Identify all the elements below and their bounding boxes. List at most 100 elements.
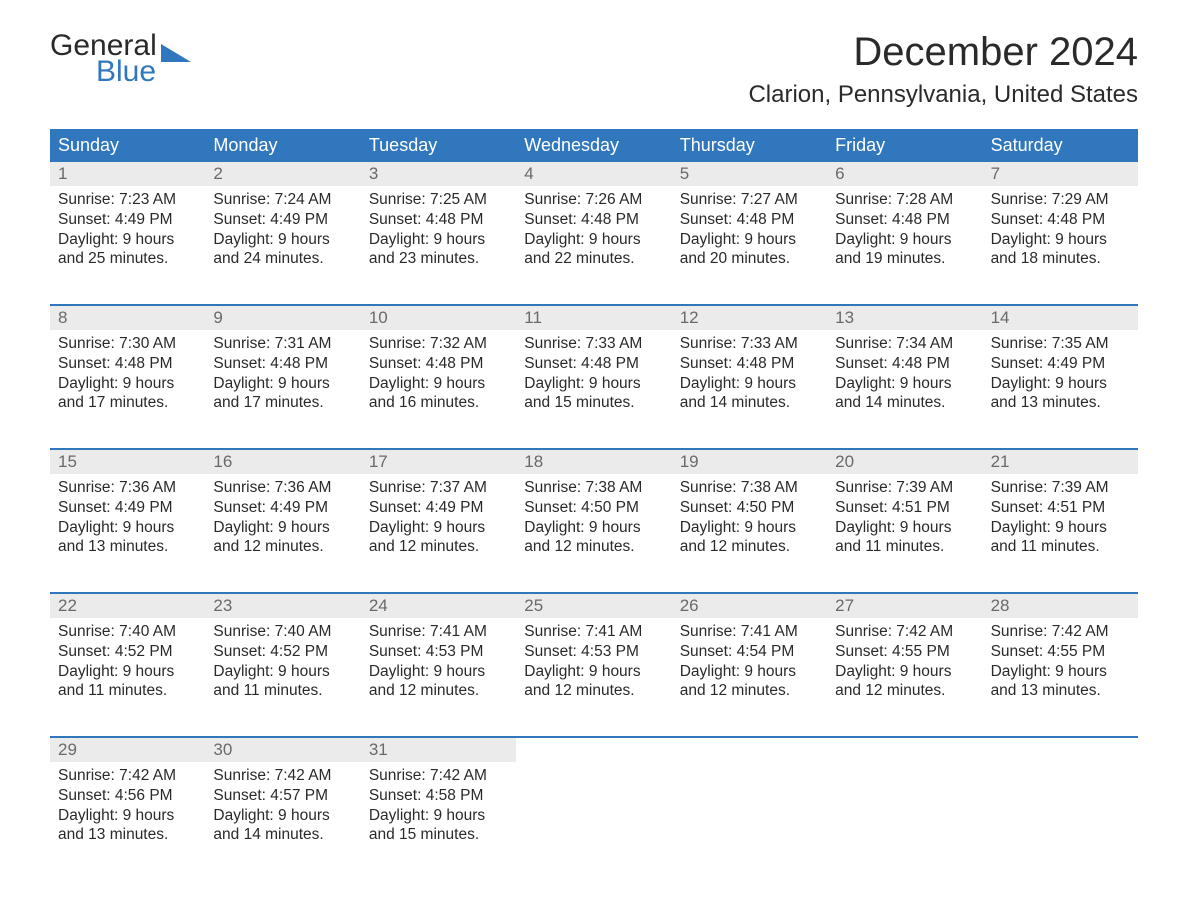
day-number: 20 [827, 450, 982, 474]
sunset-line: Sunset: 4:49 PM [58, 210, 197, 230]
sunrise-line: Sunrise: 7:41 AM [524, 622, 663, 642]
sunrise-line: Sunrise: 7:23 AM [58, 190, 197, 210]
weekday-header-cell: Friday [827, 129, 982, 162]
daylight-line-2: and 12 minutes. [524, 537, 663, 557]
daylight-line-2: and 12 minutes. [369, 537, 508, 557]
sunset-line: Sunset: 4:51 PM [991, 498, 1130, 518]
sunrise-line: Sunrise: 7:33 AM [680, 334, 819, 354]
calendar-day-cell: Sunrise: 7:39 AMSunset: 4:51 PMDaylight:… [983, 474, 1138, 574]
calendar-day-cell: Sunrise: 7:28 AMSunset: 4:48 PMDaylight:… [827, 186, 982, 286]
sunset-line: Sunset: 4:49 PM [213, 210, 352, 230]
sunset-line: Sunset: 4:58 PM [369, 786, 508, 806]
daylight-line-1: Daylight: 9 hours [213, 374, 352, 394]
day-number: 23 [205, 594, 360, 618]
day-number: 28 [983, 594, 1138, 618]
calendar-week: 22232425262728Sunrise: 7:40 AMSunset: 4:… [50, 592, 1138, 718]
sunrise-line: Sunrise: 7:36 AM [58, 478, 197, 498]
header: General Blue December 2024 Clarion, Penn… [50, 30, 1138, 121]
sunrise-line: Sunrise: 7:42 AM [58, 766, 197, 786]
daylight-line-2: and 12 minutes. [369, 681, 508, 701]
daylight-line-2: and 16 minutes. [369, 393, 508, 413]
daylight-line-1: Daylight: 9 hours [213, 662, 352, 682]
calendar-day-cell: Sunrise: 7:42 AMSunset: 4:55 PMDaylight:… [983, 618, 1138, 718]
daylight-line-1: Daylight: 9 hours [524, 518, 663, 538]
sunrise-line: Sunrise: 7:24 AM [213, 190, 352, 210]
day-number [672, 738, 827, 762]
daylight-line-2: and 23 minutes. [369, 249, 508, 269]
daylight-line-1: Daylight: 9 hours [58, 662, 197, 682]
day-number: 13 [827, 306, 982, 330]
calendar-day-cell: Sunrise: 7:30 AMSunset: 4:48 PMDaylight:… [50, 330, 205, 430]
sunset-line: Sunset: 4:55 PM [991, 642, 1130, 662]
day-number: 9 [205, 306, 360, 330]
daylight-line-2: and 17 minutes. [58, 393, 197, 413]
calendar-week: 1234567Sunrise: 7:23 AMSunset: 4:49 PMDa… [50, 162, 1138, 286]
sunrise-line: Sunrise: 7:30 AM [58, 334, 197, 354]
day-number: 29 [50, 738, 205, 762]
daylight-line-1: Daylight: 9 hours [680, 662, 819, 682]
weekday-header-row: SundayMondayTuesdayWednesdayThursdayFrid… [50, 129, 1138, 162]
calendar-day-cell: Sunrise: 7:23 AMSunset: 4:49 PMDaylight:… [50, 186, 205, 286]
day-number: 15 [50, 450, 205, 474]
daylight-line-2: and 13 minutes. [58, 825, 197, 845]
day-number: 1 [50, 162, 205, 186]
sunset-line: Sunset: 4:48 PM [680, 210, 819, 230]
sunset-line: Sunset: 4:52 PM [58, 642, 197, 662]
calendar-day-cell: Sunrise: 7:33 AMSunset: 4:48 PMDaylight:… [516, 330, 671, 430]
sunrise-line: Sunrise: 7:38 AM [524, 478, 663, 498]
daylight-line-1: Daylight: 9 hours [369, 374, 508, 394]
calendar: SundayMondayTuesdayWednesdayThursdayFrid… [50, 129, 1138, 862]
sunset-line: Sunset: 4:49 PM [369, 498, 508, 518]
day-number: 4 [516, 162, 671, 186]
daylight-line-2: and 12 minutes. [680, 681, 819, 701]
sunset-line: Sunset: 4:48 PM [369, 354, 508, 374]
daylight-line-2: and 12 minutes. [524, 681, 663, 701]
daylight-line-1: Daylight: 9 hours [369, 662, 508, 682]
daylight-line-2: and 20 minutes. [680, 249, 819, 269]
daylight-line-2: and 15 minutes. [524, 393, 663, 413]
day-number: 25 [516, 594, 671, 618]
sunset-line: Sunset: 4:48 PM [213, 354, 352, 374]
day-number: 11 [516, 306, 671, 330]
calendar-day-cell: Sunrise: 7:26 AMSunset: 4:48 PMDaylight:… [516, 186, 671, 286]
logo-word-2: Blue [96, 56, 157, 88]
sunrise-line: Sunrise: 7:31 AM [213, 334, 352, 354]
calendar-day-cell: Sunrise: 7:38 AMSunset: 4:50 PMDaylight:… [672, 474, 827, 574]
calendar-week: 293031Sunrise: 7:42 AMSunset: 4:56 PMDay… [50, 736, 1138, 862]
sunset-line: Sunset: 4:49 PM [213, 498, 352, 518]
calendar-day-cell: Sunrise: 7:38 AMSunset: 4:50 PMDaylight:… [516, 474, 671, 574]
daylight-line-2: and 11 minutes. [213, 681, 352, 701]
sunrise-line: Sunrise: 7:37 AM [369, 478, 508, 498]
sunrise-line: Sunrise: 7:42 AM [213, 766, 352, 786]
calendar-day-cell: Sunrise: 7:36 AMSunset: 4:49 PMDaylight:… [50, 474, 205, 574]
sunset-line: Sunset: 4:54 PM [680, 642, 819, 662]
sunset-line: Sunset: 4:49 PM [991, 354, 1130, 374]
day-number: 5 [672, 162, 827, 186]
calendar-day-cell: Sunrise: 7:42 AMSunset: 4:56 PMDaylight:… [50, 762, 205, 862]
daylight-line-1: Daylight: 9 hours [369, 230, 508, 250]
calendar-day-cell [672, 762, 827, 862]
calendar-day-cell: Sunrise: 7:41 AMSunset: 4:53 PMDaylight:… [516, 618, 671, 718]
weekday-header-cell: Thursday [672, 129, 827, 162]
sunrise-line: Sunrise: 7:42 AM [369, 766, 508, 786]
title-block: December 2024 Clarion, Pennsylvania, Uni… [748, 30, 1138, 121]
day-number: 16 [205, 450, 360, 474]
sunset-line: Sunset: 4:57 PM [213, 786, 352, 806]
sunrise-line: Sunrise: 7:35 AM [991, 334, 1130, 354]
sunrise-line: Sunrise: 7:27 AM [680, 190, 819, 210]
calendar-day-cell [983, 762, 1138, 862]
sunset-line: Sunset: 4:48 PM [524, 354, 663, 374]
sunset-line: Sunset: 4:48 PM [835, 210, 974, 230]
sunset-line: Sunset: 4:53 PM [369, 642, 508, 662]
daynum-row: 22232425262728 [50, 594, 1138, 618]
day-number: 27 [827, 594, 982, 618]
daylight-line-1: Daylight: 9 hours [524, 374, 663, 394]
sunrise-line: Sunrise: 7:40 AM [58, 622, 197, 642]
day-number: 24 [361, 594, 516, 618]
calendar-day-cell: Sunrise: 7:40 AMSunset: 4:52 PMDaylight:… [50, 618, 205, 718]
location-subtitle: Clarion, Pennsylvania, United States [748, 81, 1138, 109]
daylight-line-2: and 12 minutes. [213, 537, 352, 557]
daylight-line-1: Daylight: 9 hours [58, 230, 197, 250]
calendar-day-cell: Sunrise: 7:42 AMSunset: 4:57 PMDaylight:… [205, 762, 360, 862]
daylight-line-1: Daylight: 9 hours [524, 662, 663, 682]
